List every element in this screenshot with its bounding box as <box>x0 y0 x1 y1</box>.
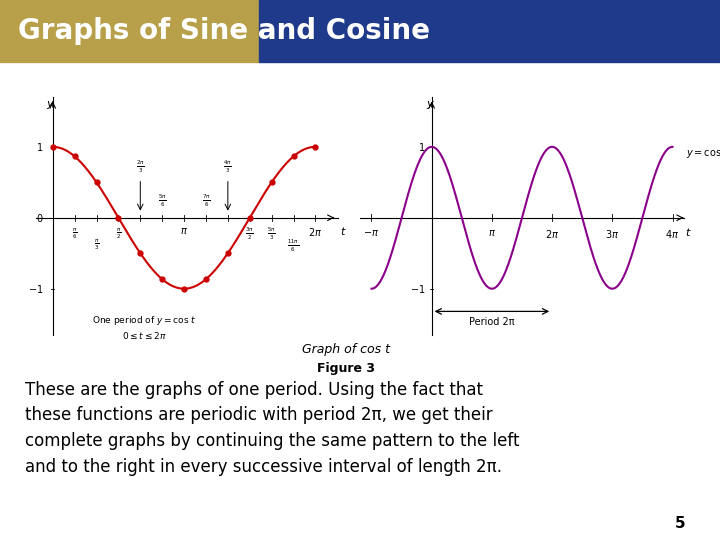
Text: $1$: $1$ <box>418 141 425 153</box>
Text: $\pi$: $\pi$ <box>180 226 188 237</box>
Text: $0 \leq t \leq 2\pi$: $0 \leq t \leq 2\pi$ <box>122 330 167 341</box>
Text: $-1$: $-1$ <box>410 283 425 295</box>
Text: $\pi$: $\pi$ <box>488 228 496 239</box>
Text: $\frac{3\pi}{2}$: $\frac{3\pi}{2}$ <box>246 226 254 242</box>
Text: Graphs of Sine and Cosine: Graphs of Sine and Cosine <box>18 17 430 45</box>
Text: $0$: $0$ <box>36 212 43 224</box>
Text: $t$: $t$ <box>685 226 692 238</box>
Text: 5: 5 <box>675 516 685 531</box>
Text: $2\pi$: $2\pi$ <box>545 228 559 240</box>
Text: $\frac{4\pi}{3}$: $\frac{4\pi}{3}$ <box>223 159 232 175</box>
Text: $y = \cos\,t$: $y = \cos\,t$ <box>686 145 720 159</box>
Text: $\frac{2\pi}{3}$: $\frac{2\pi}{3}$ <box>136 159 145 175</box>
Text: $t$: $t$ <box>341 225 347 237</box>
Text: Period 2π: Period 2π <box>469 317 515 327</box>
Bar <box>0 0 259 62</box>
Text: Graph of cos t: Graph of cos t <box>302 343 390 356</box>
Text: $-\pi$: $-\pi$ <box>364 228 379 239</box>
Text: $\frac{5\pi}{6}$: $\frac{5\pi}{6}$ <box>158 193 166 210</box>
Text: $-1$: $-1$ <box>28 283 43 295</box>
Text: One period of $y = \cos\, t$: One period of $y = \cos\, t$ <box>92 314 197 327</box>
Text: These are the graphs of one period. Using the fact that
these functions are peri: These are the graphs of one period. Usin… <box>25 381 520 476</box>
Text: $3\pi$: $3\pi$ <box>606 228 619 240</box>
Text: $\frac{\pi}{2}$: $\frac{\pi}{2}$ <box>116 226 121 241</box>
Text: $\frac{\pi}{6}$: $\frac{\pi}{6}$ <box>72 226 77 241</box>
Text: $y$: $y$ <box>46 99 55 111</box>
Text: $\frac{11\pi}{6}$: $\frac{11\pi}{6}$ <box>287 238 300 254</box>
Text: $1$: $1$ <box>36 141 43 153</box>
Text: $2\pi$: $2\pi$ <box>308 226 323 238</box>
Text: $\frac{7\pi}{6}$: $\frac{7\pi}{6}$ <box>202 193 210 210</box>
Text: $4\pi$: $4\pi$ <box>665 228 680 240</box>
Text: $\frac{\pi}{3}$: $\frac{\pi}{3}$ <box>94 238 99 252</box>
Text: $\frac{5\pi}{3}$: $\frac{5\pi}{3}$ <box>267 226 276 242</box>
Bar <box>259 0 720 62</box>
Text: Figure 3: Figure 3 <box>317 362 374 375</box>
Text: $y$: $y$ <box>426 99 435 111</box>
